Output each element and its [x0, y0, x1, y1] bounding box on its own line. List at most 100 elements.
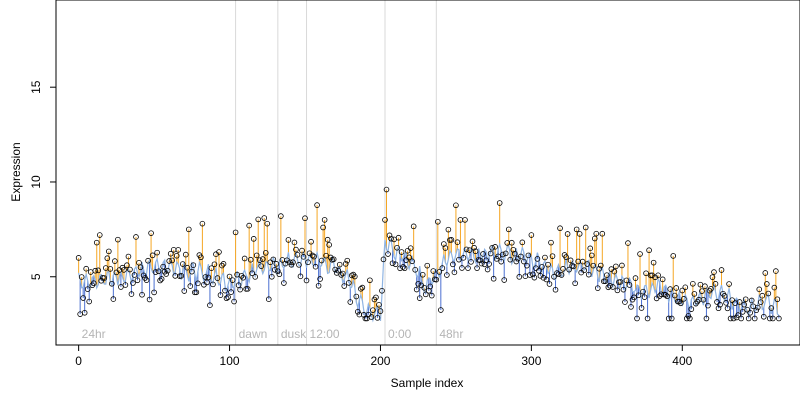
data-point	[745, 315, 752, 322]
data-point	[241, 255, 248, 262]
data-point	[394, 244, 400, 251]
data-point	[389, 260, 396, 267]
data-point	[706, 287, 713, 294]
data-point	[471, 244, 477, 251]
data-point	[588, 252, 595, 259]
data-point	[232, 229, 239, 236]
data-point	[160, 263, 166, 270]
data-point	[735, 312, 741, 318]
data-point	[721, 293, 728, 299]
data-point	[679, 287, 686, 294]
data-point	[730, 315, 737, 322]
data-point	[549, 253, 556, 259]
data-point	[216, 249, 222, 255]
data-point	[545, 261, 551, 268]
data-point	[296, 262, 302, 268]
data-point	[317, 276, 323, 282]
data-point	[602, 278, 609, 284]
data-point	[293, 246, 299, 253]
data-point	[590, 262, 597, 269]
data-point	[762, 270, 769, 276]
data-point	[677, 300, 684, 307]
data-point	[635, 292, 642, 299]
data-point	[422, 291, 429, 298]
data-point	[604, 272, 610, 278]
data-point	[756, 286, 763, 293]
data-point	[454, 239, 461, 246]
data-point	[676, 298, 683, 305]
data-point	[148, 230, 154, 236]
data-point	[507, 256, 514, 263]
data-point	[195, 280, 201, 287]
data-point	[597, 262, 604, 269]
data-point	[576, 231, 583, 237]
data-point	[760, 313, 767, 320]
data-point	[519, 239, 526, 246]
data-point	[527, 272, 533, 278]
data-point	[599, 230, 606, 237]
data-point	[388, 235, 394, 242]
data-point	[299, 247, 305, 254]
data-point	[269, 273, 275, 280]
data-point	[84, 286, 91, 292]
data-point	[96, 232, 103, 238]
data-point	[355, 308, 361, 315]
data-point	[164, 267, 171, 274]
data-point	[489, 244, 495, 251]
data-point	[98, 277, 105, 284]
data-point	[638, 305, 645, 311]
data-point	[673, 285, 680, 291]
data-point	[594, 285, 601, 291]
data-point	[338, 272, 345, 278]
data-point	[715, 305, 722, 312]
data-point	[210, 281, 216, 288]
data-point	[250, 236, 257, 242]
data-point	[258, 263, 265, 269]
data-point	[154, 249, 160, 256]
data-points	[75, 186, 782, 322]
data-point	[101, 275, 108, 281]
data-point	[220, 261, 227, 267]
data-point	[742, 296, 749, 303]
data-point	[736, 299, 743, 305]
data-point	[536, 267, 542, 274]
data-point	[738, 315, 744, 322]
data-point	[542, 254, 548, 261]
data-point	[167, 250, 174, 257]
data-point	[757, 299, 764, 305]
x-tick-label: 300	[521, 354, 541, 368]
data-point	[406, 254, 412, 261]
data-point	[640, 288, 646, 295]
data-point	[358, 286, 364, 292]
data-point	[309, 252, 316, 259]
data-point	[379, 287, 385, 294]
data-point	[107, 266, 114, 272]
data-point	[607, 282, 613, 289]
data-point	[157, 277, 163, 284]
data-point	[703, 315, 710, 322]
data-point	[403, 257, 409, 263]
data-point	[691, 291, 698, 297]
data-point	[253, 252, 260, 259]
data-point	[770, 315, 776, 322]
data-point	[498, 258, 504, 265]
data-point	[525, 252, 532, 259]
data-point	[655, 272, 661, 279]
data-point	[478, 260, 485, 267]
data-point	[534, 256, 541, 262]
data-point	[145, 257, 151, 264]
region-label: dusk	[281, 327, 307, 341]
data-point	[131, 272, 138, 278]
data-point	[688, 306, 695, 312]
data-point	[353, 293, 360, 300]
data-point	[311, 253, 317, 260]
data-point	[401, 265, 408, 272]
data-point	[483, 257, 489, 264]
data-point	[382, 217, 388, 223]
data-point	[540, 275, 547, 281]
data-point	[270, 256, 277, 263]
data-point	[395, 234, 402, 241]
data-point	[751, 315, 758, 322]
data-point	[318, 257, 325, 264]
data-point	[285, 237, 292, 243]
